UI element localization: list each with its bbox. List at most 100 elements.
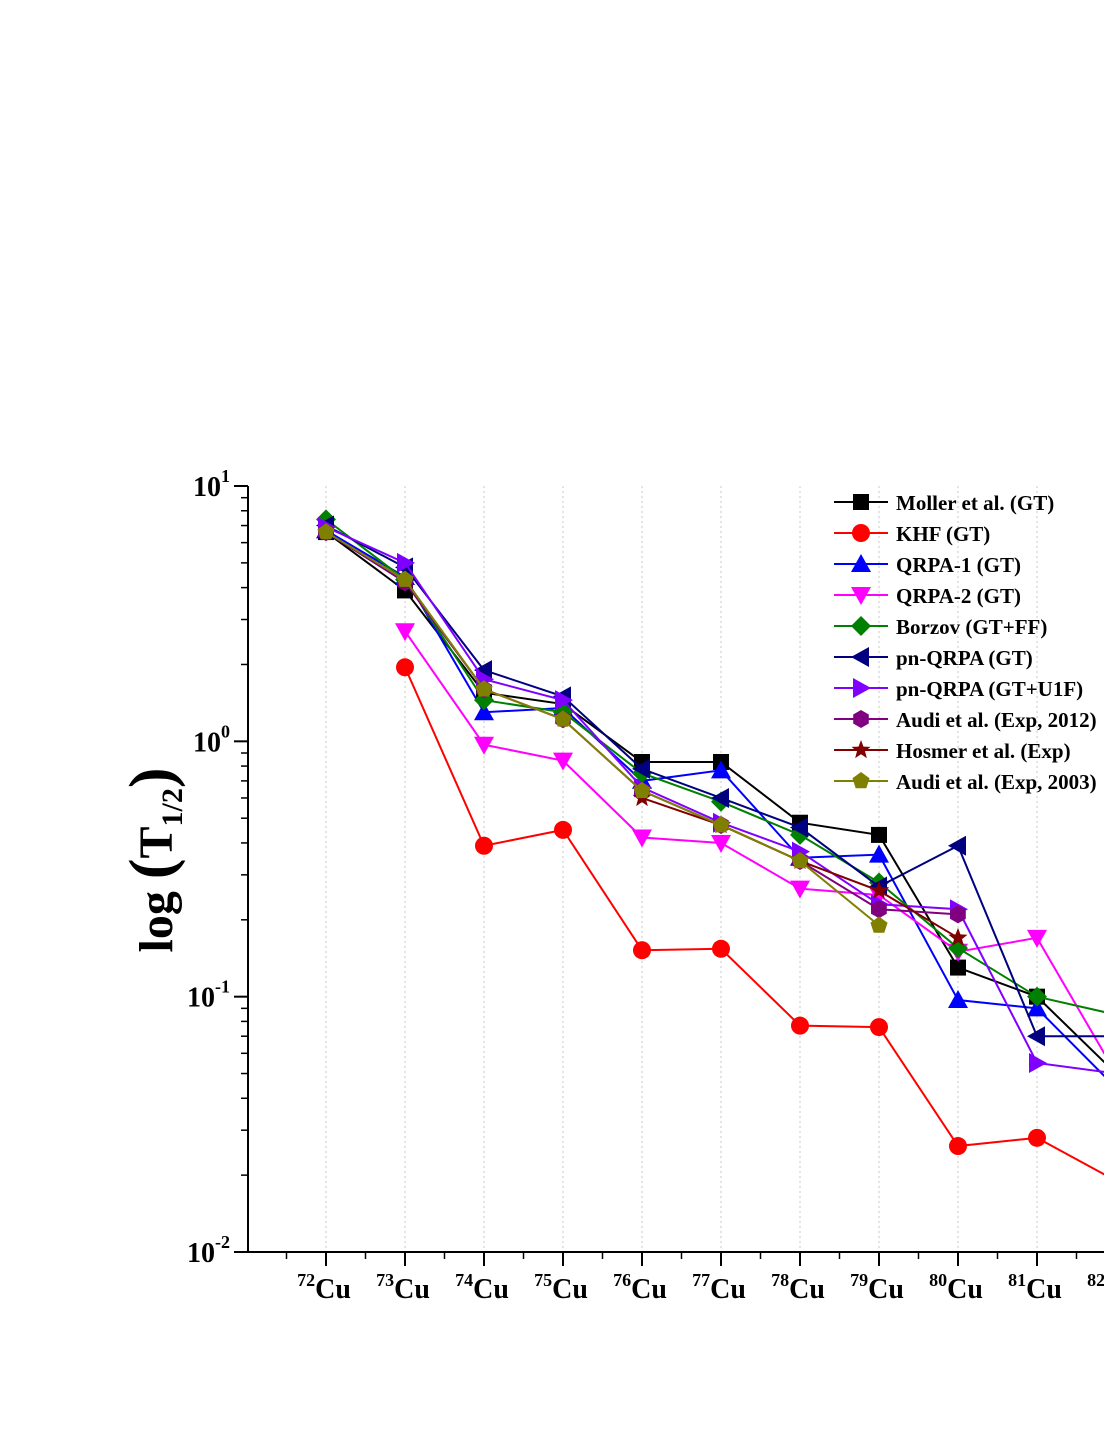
marker-triangle-left xyxy=(711,787,729,808)
marker-star xyxy=(851,740,871,759)
marker-triangle-right xyxy=(397,552,415,573)
series-9 xyxy=(317,523,888,933)
y-tick-label: 100 xyxy=(193,721,230,758)
marker-circle xyxy=(1028,1128,1046,1147)
y-tick-label: 10-2 xyxy=(187,1232,230,1269)
legend-label: pn-QRPA (GT+U1F) xyxy=(896,677,1083,701)
legend-entry: Audi et al. (Exp, 2003) xyxy=(834,770,1097,794)
y-tick-label: 10-1 xyxy=(187,977,230,1014)
marker-triangle-up xyxy=(1027,998,1047,1017)
series-lines xyxy=(316,509,1104,1176)
legend-entry: Audi et al. (Exp, 2012) xyxy=(834,708,1097,732)
marker-triangle-down xyxy=(1027,929,1047,948)
series-line xyxy=(325,529,1104,1078)
marker-triangle-up xyxy=(711,760,731,779)
marker-circle xyxy=(554,820,572,839)
marker-triangle-down xyxy=(851,587,871,605)
legend-entry: KHF (GT) xyxy=(834,522,990,546)
legend-label: QRPA-2 (GT) xyxy=(896,584,1021,608)
marker-triangle-down xyxy=(395,623,415,642)
marker-circle xyxy=(633,941,651,960)
x-tick-label: 72Cu xyxy=(297,1270,351,1305)
marker-pentagon xyxy=(396,570,414,587)
legend-label: QRPA-1 (GT) xyxy=(896,553,1021,577)
marker-pentagon xyxy=(791,851,809,869)
x-tick-label: 82Cu xyxy=(1087,1270,1104,1305)
marker-triangle-left xyxy=(474,660,492,681)
marker-circle xyxy=(475,836,493,855)
marker-pentagon xyxy=(870,916,888,933)
marker-diamond xyxy=(851,616,871,636)
series-line xyxy=(404,630,1104,1055)
x-tick-label: 79Cu xyxy=(850,1270,904,1305)
series-line xyxy=(325,531,880,927)
marker-pentagon xyxy=(633,781,651,799)
marker-triangle-up xyxy=(869,844,889,863)
marker-triangle-right xyxy=(1029,1052,1047,1073)
legend-entry: Moller et al. (GT) xyxy=(834,491,1054,515)
marker-triangle-down xyxy=(632,829,652,848)
x-tick-label: 80Cu xyxy=(929,1270,983,1305)
y-axis-label: log (T1/2) xyxy=(118,767,189,952)
x-tick-label: 77Cu xyxy=(692,1270,746,1305)
x-tick-label: 76Cu xyxy=(613,1270,667,1305)
x-tick-label: 74Cu xyxy=(455,1270,509,1305)
legend-label: Audi et al. (Exp, 2003) xyxy=(896,770,1097,794)
marker-pentagon xyxy=(712,816,730,833)
marker-hexagon xyxy=(950,905,966,924)
marker-triangle-down xyxy=(790,880,810,899)
series-1 xyxy=(396,658,1104,1176)
legend-label: KHF (GT) xyxy=(896,522,990,546)
marker-triangle-up xyxy=(851,554,871,572)
marker-star xyxy=(869,880,889,899)
x-tick-label: 73Cu xyxy=(376,1270,430,1305)
marker-triangle-left xyxy=(790,817,808,838)
marker-circle xyxy=(396,658,414,677)
marker-pentagon xyxy=(852,772,870,789)
marker-triangle-down xyxy=(474,736,494,755)
series-line xyxy=(404,666,1104,1176)
marker-triangle-up xyxy=(948,990,968,1009)
legend: Moller et al. (GT) KHF (GT) QRPA-1 (GT) QRP… xyxy=(834,491,1097,794)
marker-pentagon xyxy=(554,710,572,727)
x-tick-label: 78Cu xyxy=(771,1270,825,1305)
marker-circle xyxy=(791,1016,809,1035)
marker-triangle-left xyxy=(1027,1026,1045,1047)
marker-triangle-right xyxy=(555,690,573,711)
marker-triangle-left xyxy=(851,647,869,667)
legend-label: Hosmer et al. (Exp) xyxy=(896,739,1071,763)
legend-entry: Hosmer et al. (Exp) xyxy=(834,739,1071,763)
marker-pentagon xyxy=(317,523,335,540)
legend-label: Audi et al. (Exp, 2012) xyxy=(896,708,1097,732)
marker-star xyxy=(948,927,968,946)
marker-triangle-down xyxy=(711,834,731,853)
marker-triangle-left xyxy=(632,758,650,779)
legend-entry: pn-QRPA (GT+U1F) xyxy=(834,677,1083,701)
legend-label: Moller et al. (GT) xyxy=(896,491,1054,515)
marker-circle xyxy=(712,939,730,958)
axes: 101 100 10-1 10-2 72Cu 73Cu 74Cu 75Cu 76Cu 77Cu 78… xyxy=(118,466,1104,1305)
legend-label: pn-QRPA (GT) xyxy=(896,646,1033,670)
marker-triangle-down xyxy=(553,752,573,771)
x-tick-label: 75Cu xyxy=(534,1270,588,1305)
legend-label: Borzov (GT+FF) xyxy=(896,615,1047,639)
y-tick-label: 101 xyxy=(193,466,230,503)
marker-circle xyxy=(852,524,870,542)
marker-square xyxy=(853,494,869,510)
marker-pentagon xyxy=(475,680,493,697)
marker-circle xyxy=(870,1018,888,1037)
marker-diamond xyxy=(1027,986,1047,1007)
marker-hexagon xyxy=(853,710,869,728)
marker-square xyxy=(871,826,887,843)
legend-entry: pn-QRPA (GT) xyxy=(834,646,1033,670)
marker-circle xyxy=(949,1137,967,1156)
x-tick-label: 81Cu xyxy=(1008,1270,1062,1305)
marker-triangle-left xyxy=(948,835,966,856)
marker-hexagon xyxy=(871,900,887,919)
marker-triangle-up xyxy=(474,702,494,721)
marker-triangle-right xyxy=(853,678,871,698)
legend-entry: QRPA-1 (GT) xyxy=(834,553,1021,577)
legend-entry: QRPA-2 (GT) xyxy=(834,584,1021,608)
